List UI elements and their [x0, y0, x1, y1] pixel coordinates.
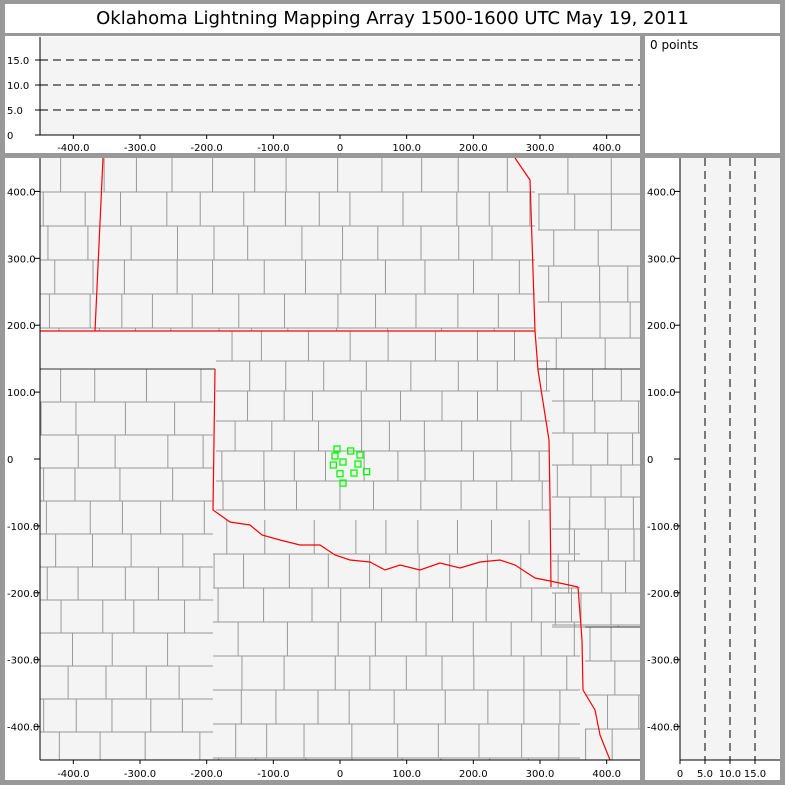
- y-tick-label: 200.0: [647, 321, 676, 332]
- lma-station-marker: [339, 479, 347, 487]
- x-tick-label: 0: [337, 769, 343, 780]
- x-tick-label: -300.0: [124, 143, 156, 154]
- x-tick-label: 100.0: [392, 143, 421, 154]
- x-tick-label: 200.0: [459, 143, 488, 154]
- x-tick-label: 0: [337, 143, 343, 154]
- y-tick-label: 100.0: [647, 388, 676, 399]
- lma-station-marker: [329, 461, 337, 469]
- y-tick-label: 200.0: [7, 321, 36, 332]
- y-tick-label: 0: [7, 455, 13, 466]
- y-tick-label: 5.0: [7, 106, 23, 117]
- y-tick-label: 10.0: [7, 81, 29, 92]
- x-tick-label: 0: [677, 769, 683, 780]
- y-tick-label: -100.0: [7, 522, 39, 533]
- lma-station-marker: [356, 451, 364, 459]
- y-tick-label: -300.0: [647, 656, 679, 667]
- x-tick-label: 400.0: [592, 769, 621, 780]
- x-tick-label: -400.0: [57, 143, 89, 154]
- lma-station-marker: [336, 470, 344, 478]
- x-tick-label: 10.0: [719, 769, 741, 780]
- county-borders: [40, 158, 640, 761]
- y-tick-label: 0: [647, 455, 653, 466]
- x-tick-label: -100.0: [257, 143, 289, 154]
- y-tick-label: -200.0: [7, 589, 39, 600]
- y-tick-label: -400.0: [647, 723, 679, 734]
- state-border-line: [212, 368, 579, 588]
- x-tick-label: 15.0: [744, 769, 766, 780]
- x-tick-label: -200.0: [191, 769, 223, 780]
- y-tick-label: -400.0: [7, 723, 39, 734]
- lma-stations: [329, 445, 371, 487]
- y-tick-label: -200.0: [647, 589, 679, 600]
- lma-station-marker: [331, 452, 339, 460]
- state-border-line: [94, 157, 104, 332]
- x-tick-label: 400.0: [592, 143, 621, 154]
- x-tick-label: 5.0: [697, 769, 713, 780]
- y-tick-label: 0: [7, 131, 13, 142]
- y-tick-label: -100.0: [647, 522, 679, 533]
- x-tick-label: 200.0: [459, 769, 488, 780]
- y-tick-label: 400.0: [647, 187, 676, 198]
- state-border-line: [577, 586, 611, 761]
- y-tick-label: 300.0: [647, 254, 676, 265]
- lma-station-marker: [354, 460, 362, 468]
- lma-station-marker: [363, 468, 371, 476]
- y-tick-label: 15.0: [7, 56, 29, 67]
- x-tick-label: 100.0: [392, 769, 421, 780]
- y-tick-label: -300.0: [7, 656, 39, 667]
- point-count: 0 points: [650, 38, 699, 52]
- x-tick-label: -200.0: [191, 143, 223, 154]
- x-tick-label: -400.0: [57, 769, 89, 780]
- x-tick-label: 300.0: [526, 769, 555, 780]
- state-border-line: [514, 157, 552, 588]
- lma-station-marker: [339, 458, 347, 466]
- y-tick-label: 300.0: [7, 254, 36, 265]
- x-tick-label: -100.0: [257, 769, 289, 780]
- x-tick-label: -300.0: [124, 769, 156, 780]
- y-tick-label: 100.0: [7, 388, 36, 399]
- plot-title: Oklahoma Lightning Mapping Array 1500-16…: [5, 4, 780, 33]
- lma-station-marker: [350, 469, 358, 477]
- axes: -400.0 -300.0 -200.0 -100.0 0 100.0 200.0 300.0…: [7, 37, 780, 780]
- state-borders: [40, 157, 611, 761]
- lma-station-marker: [333, 445, 341, 453]
- legend-panel: 0 points: [645, 36, 780, 153]
- lma-station-marker: [347, 447, 355, 455]
- x-tick-label: 300.0: [526, 143, 555, 154]
- y-tick-label: 400.0: [7, 187, 36, 198]
- alt-lon-plot-area: [40, 37, 640, 135]
